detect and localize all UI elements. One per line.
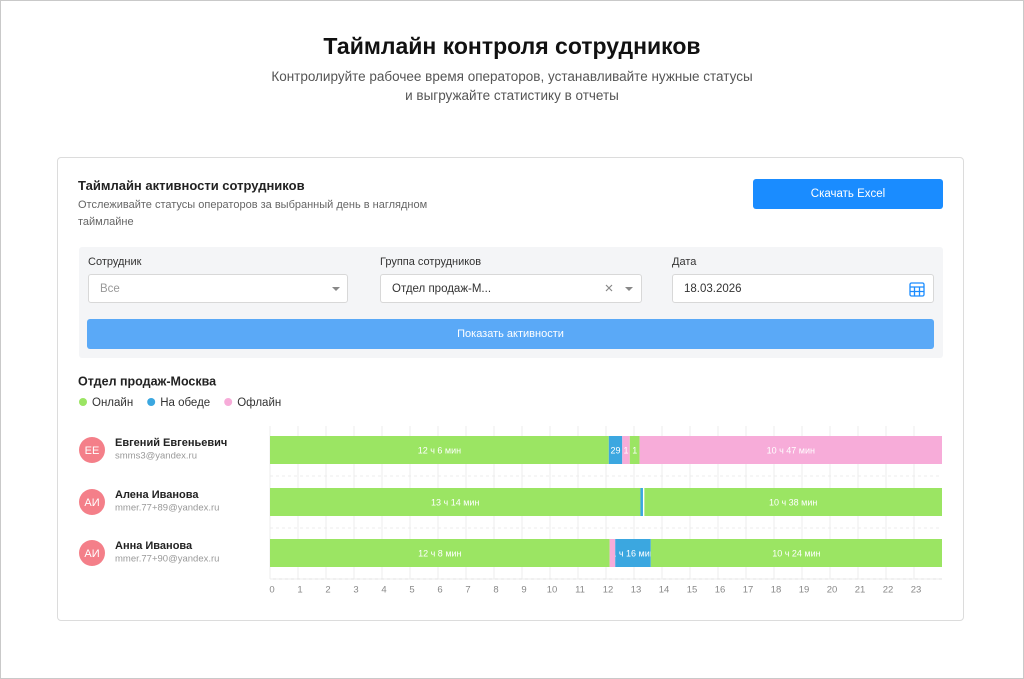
page-title: Таймлайн контроля сотрудников (323, 33, 701, 59)
segment-label: 10 ч 47 мин (767, 445, 815, 455)
x-tick-label: 21 (855, 585, 866, 596)
segment-label: 1 (632, 445, 637, 455)
x-tick-label: 22 (883, 585, 894, 596)
employee-email: mmer.77+89@yandex.ru (115, 503, 219, 514)
calendar-icon[interactable] (909, 282, 925, 297)
employee-email: mmer.77+90@yandex.ru (115, 554, 219, 565)
segment (615, 539, 651, 567)
export-button[interactable]: Скачать Excel (753, 179, 943, 209)
x-tick-label: 23 (911, 585, 922, 596)
card-description: Отслеживайте статусы операторов за выбра… (78, 199, 428, 211)
segment-label: 10 ч 38 мин (769, 497, 817, 507)
segment (608, 436, 623, 464)
segment-label: 12 ч 6 мин (418, 445, 461, 455)
segment (639, 436, 942, 464)
x-tick-label: 3 (353, 585, 358, 596)
legend-label: Офлайн (237, 397, 281, 409)
card-description: таймлайне (78, 216, 134, 228)
x-tick-label: 18 (771, 585, 782, 596)
avatar-initials: ЕЕ (85, 445, 100, 457)
subtitle: Контролируйте рабочее время операторов, … (271, 69, 753, 84)
x-tick-label: 17 (743, 585, 754, 596)
x-tick-label: 12 (603, 585, 614, 596)
group-select[interactable]: Отдел продаж-М... (380, 274, 642, 303)
x-tick-label: 20 (827, 585, 838, 596)
employee-name: Анна Иванова (115, 540, 193, 552)
card (57, 157, 964, 621)
legend-dot (79, 398, 87, 406)
employee-name: Евгений Евгеньевич (115, 437, 227, 449)
segment (622, 436, 630, 464)
filter-label: Дата (672, 256, 697, 268)
employee-select[interactable]: Все (88, 274, 348, 303)
legend-dot (224, 398, 233, 406)
segment (270, 488, 641, 516)
dropdown-arrow (332, 287, 340, 291)
x-tick-label: 15 (687, 585, 698, 596)
segment (650, 539, 942, 567)
segment (609, 539, 616, 567)
segment-label: 29 (611, 445, 621, 455)
subtitle: и выгружайте статистику в отчеты (405, 88, 619, 103)
x-tick-label: 2 (325, 585, 330, 596)
segment (629, 436, 640, 464)
group-title: Отдел продаж-Москва (78, 374, 217, 388)
avatar (79, 540, 105, 566)
date-input[interactable]: 18.03.2026 (672, 274, 934, 303)
segment (640, 488, 643, 516)
x-tick-label: 11 (575, 585, 585, 596)
x-tick-label: 6 (437, 585, 442, 596)
avatar-initials: АИ (84, 497, 99, 509)
legend-label: Онлайн (92, 397, 133, 409)
employee-name: Алена Иванова (115, 489, 199, 501)
legend-label: На обеде (160, 397, 210, 409)
segment-label: 12 ч 8 мин (418, 548, 461, 558)
segment-label: 13 ч 14 мин (431, 497, 479, 507)
x-tick-label: 1 (297, 585, 302, 596)
segment-label: 1 ч 16 мин (611, 548, 654, 558)
clear-icon[interactable] (605, 284, 613, 292)
avatar (79, 489, 105, 515)
card-title: Таймлайн активности сотрудников (78, 178, 305, 193)
segment-label: 10 ч 24 мин (772, 548, 820, 558)
avatar-initials: АИ (84, 548, 99, 560)
x-tick-label: 4 (381, 585, 386, 596)
x-tick-label: 5 (409, 585, 414, 596)
x-tick-label: 14 (659, 585, 670, 596)
dropdown-arrow (625, 287, 633, 291)
segment (644, 488, 942, 516)
segment-label: 1 (624, 445, 629, 455)
x-tick-label: 7 (465, 585, 470, 596)
x-tick-label: 9 (521, 585, 526, 596)
x-tick-label: 8 (493, 585, 498, 596)
segment (270, 539, 610, 567)
employee-email: smms3@yandex.ru (115, 451, 197, 462)
x-tick-label: 10 (547, 585, 558, 596)
filter-label: Сотрудник (88, 256, 142, 268)
filter-label: Группа сотрудников (380, 256, 482, 268)
legend-dot (147, 398, 156, 406)
x-tick-label: 16 (715, 585, 726, 596)
x-tick-label: 13 (631, 585, 642, 596)
show-button[interactable]: Показать активности (87, 319, 934, 349)
avatar (79, 437, 105, 463)
x-tick-label: 0 (269, 585, 274, 596)
x-tick-label: 19 (799, 585, 810, 596)
segment (270, 436, 609, 464)
